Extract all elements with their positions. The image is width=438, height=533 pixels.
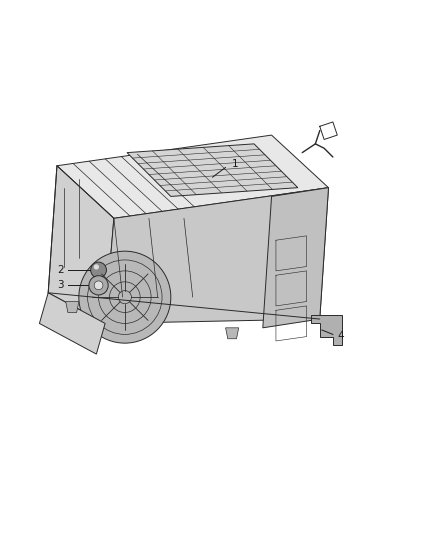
Polygon shape xyxy=(57,135,328,219)
Polygon shape xyxy=(226,328,239,339)
Polygon shape xyxy=(39,293,105,354)
Circle shape xyxy=(94,281,103,290)
Text: 4: 4 xyxy=(337,330,344,341)
Polygon shape xyxy=(127,144,298,197)
Text: 1: 1 xyxy=(232,159,239,168)
Circle shape xyxy=(79,251,171,343)
Polygon shape xyxy=(66,302,79,312)
Polygon shape xyxy=(311,314,342,345)
Circle shape xyxy=(91,262,106,278)
Polygon shape xyxy=(263,188,328,328)
Circle shape xyxy=(94,264,99,270)
Polygon shape xyxy=(105,188,328,324)
Circle shape xyxy=(89,276,108,295)
Text: 2: 2 xyxy=(57,265,64,275)
Text: 3: 3 xyxy=(57,280,64,290)
Polygon shape xyxy=(48,166,114,324)
